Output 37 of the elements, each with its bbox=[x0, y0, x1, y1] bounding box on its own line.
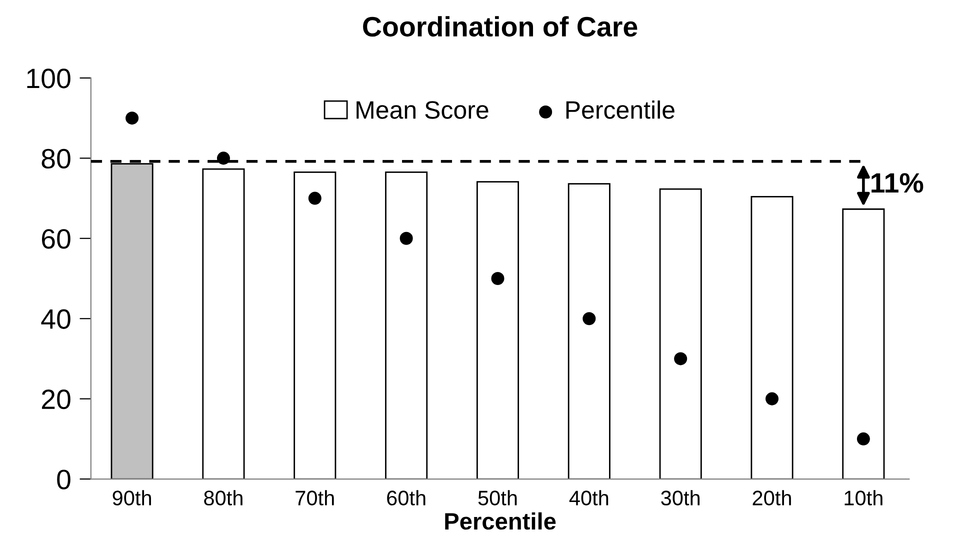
legend-label: Mean Score bbox=[356, 101, 488, 119]
y-tick-label: 20 bbox=[42, 389, 70, 410]
y-tick-label: 100 bbox=[27, 68, 70, 88]
point bbox=[308, 192, 322, 205]
bar bbox=[202, 168, 245, 480]
point bbox=[126, 112, 139, 125]
x-tick-label: 20th bbox=[752, 490, 791, 506]
x-tick-label: 50th bbox=[478, 490, 517, 506]
x-axis-title: Percentile bbox=[445, 512, 556, 530]
bar bbox=[659, 188, 702, 480]
x-tick-label: 90th bbox=[112, 490, 151, 506]
x-tick-label: 10th bbox=[844, 490, 882, 506]
x-tick-label: 30th bbox=[661, 490, 700, 506]
point bbox=[491, 272, 504, 286]
annotation: 11% bbox=[872, 173, 924, 193]
point bbox=[582, 312, 596, 326]
bar bbox=[842, 208, 885, 480]
bar bbox=[750, 196, 794, 480]
point bbox=[400, 232, 413, 245]
bar bbox=[294, 172, 336, 480]
point bbox=[674, 352, 688, 366]
bar bbox=[476, 181, 520, 480]
x-tick-label: 60th bbox=[387, 490, 426, 506]
y-tick-label: 0 bbox=[57, 470, 70, 490]
y-tick-label: 80 bbox=[42, 148, 70, 169]
x-tick-label: 80th bbox=[204, 490, 242, 506]
bar bbox=[568, 183, 610, 480]
chart-title: Coordination of Care bbox=[363, 16, 638, 37]
x-tick-label: 40th bbox=[569, 490, 608, 506]
y-tick-label: 60 bbox=[42, 229, 70, 249]
point bbox=[856, 432, 870, 446]
x-tick-label: 70th bbox=[296, 490, 334, 506]
legend-label: Percentile bbox=[566, 100, 674, 119]
bar bbox=[385, 172, 428, 480]
point bbox=[766, 392, 779, 406]
y-tick-label: 40 bbox=[41, 309, 70, 329]
point bbox=[216, 152, 230, 165]
